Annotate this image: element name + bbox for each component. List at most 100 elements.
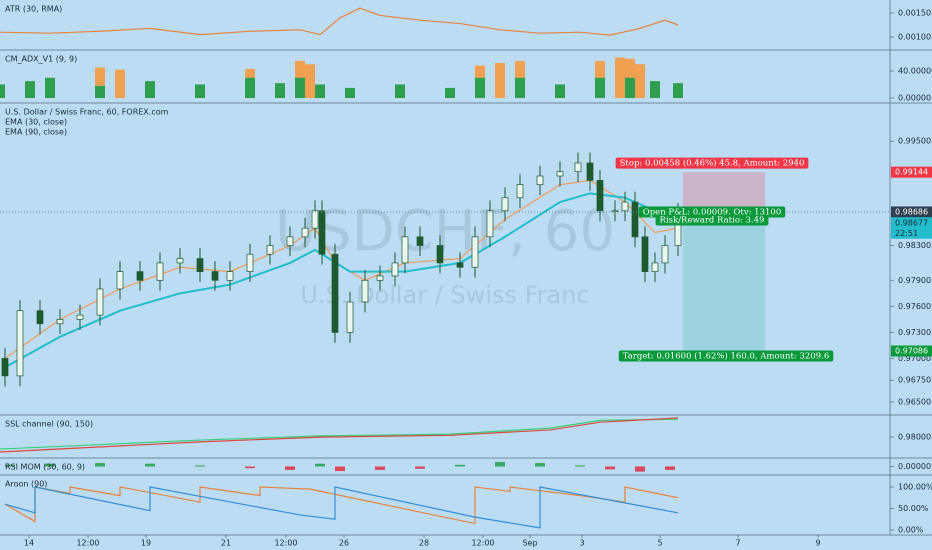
target-zone [683, 211, 765, 352]
candle-body [136, 271, 144, 281]
panel-title: Aroon (90) [5, 480, 47, 489]
bar [195, 465, 205, 467]
y-tick-label: 100.00% [898, 483, 932, 492]
x-tick-label: 14 [24, 539, 34, 548]
bar [495, 461, 505, 467]
bar [455, 464, 465, 467]
x-tick-label: 12:00 [76, 539, 99, 548]
bar [475, 77, 485, 99]
x-tick-label: 26 [339, 539, 349, 548]
series-line [0, 7, 679, 36]
bar [535, 463, 545, 467]
y-tick-label: 0.98000 [898, 433, 931, 442]
series-line [4, 486, 679, 529]
bar [275, 83, 285, 99]
candle-body [318, 210, 326, 255]
bar [45, 463, 55, 467]
panel-title: U.S. Dollar / Swiss Franc, 60, FOREX.com [5, 108, 169, 117]
bar [295, 77, 305, 99]
bar [595, 77, 605, 99]
candle-body [596, 179, 604, 212]
candle-body [96, 288, 104, 316]
candle-body [401, 236, 409, 264]
y-tick-label: 0.97000 [898, 354, 931, 363]
x-tick-label: 9 [815, 539, 820, 548]
panel-title: CM_ADX_V1 (9, 9) [5, 55, 77, 64]
countdown-box [891, 227, 932, 239]
candle-body [536, 175, 544, 186]
candle-body [651, 262, 659, 272]
bar [635, 466, 645, 472]
candle-body [1, 358, 9, 377]
candle-body [331, 253, 339, 333]
target-price-box [891, 345, 932, 357]
x-tick-label: Sep [522, 539, 537, 548]
bar [115, 69, 125, 99]
candle-body [56, 319, 64, 325]
bar [285, 466, 295, 470]
bar [615, 57, 625, 99]
stop-price-box [891, 166, 932, 178]
rr-label: Risk/Reward Ratio: 3.49 [660, 215, 765, 225]
bar [0, 84, 5, 99]
candle-body [631, 201, 639, 238]
bar [145, 463, 155, 467]
candle-body [176, 258, 184, 264]
candle-body [501, 197, 509, 212]
candle-body [76, 314, 84, 320]
bar [555, 84, 565, 99]
bar [95, 67, 105, 99]
candle-body [311, 210, 319, 229]
last-price-box [891, 217, 932, 229]
candle-body [486, 210, 494, 238]
bar [195, 84, 205, 99]
y-tick-label: 50.00% [898, 504, 929, 513]
panel-title: SSL channel (90, 150) [5, 420, 93, 429]
candle-body [226, 271, 234, 281]
rr-label-box [655, 214, 769, 226]
stop-zone [683, 172, 765, 212]
watermark: USDCHF, 60 [275, 199, 615, 264]
bar [145, 81, 155, 99]
bar [25, 81, 35, 99]
x-tick-label: 19 [141, 539, 151, 548]
candle-body [416, 236, 424, 246]
bar [395, 84, 405, 99]
bar [95, 463, 105, 467]
y-tick-label: 0.97300 [898, 328, 931, 337]
y-tick-label: 0.00000 [898, 462, 931, 471]
bar [315, 463, 325, 467]
entry-price-box [891, 206, 932, 218]
bar [245, 77, 255, 99]
bar [335, 466, 345, 472]
x-tick-label: 3 [579, 539, 584, 548]
stop-label-box [615, 157, 809, 169]
series-line [0, 417, 679, 453]
candle-body [16, 310, 24, 377]
candle-body [471, 236, 479, 268]
legend-entry: EMA (90, close) [5, 128, 67, 137]
y-tick-label: 0.96500 [898, 397, 931, 406]
pnl-label: Open P&L: 0.00009, Qty: 13100 [643, 207, 781, 217]
x-tick-label: 12:00 [274, 539, 297, 548]
y-tick-label: 0.00150 [898, 8, 931, 17]
countdown: 22:51 [895, 229, 918, 238]
candle-body [286, 236, 294, 246]
bar [345, 87, 355, 99]
bar [375, 466, 385, 470]
y-tick-label: 0.97600 [898, 302, 931, 311]
y-tick-label: 0.96750 [898, 376, 931, 385]
candle-body [246, 253, 254, 272]
bar [650, 81, 660, 99]
candle-body [661, 245, 669, 264]
y-tick-label: 0.99500 [898, 137, 931, 146]
x-tick-label: 28 [419, 539, 429, 548]
target-label-box [618, 350, 834, 362]
bar [625, 77, 635, 99]
x-tick-label: 7 [735, 539, 740, 548]
candle-body [641, 236, 649, 272]
candle-body [621, 201, 629, 212]
x-tick-label: 12:00 [471, 539, 494, 548]
